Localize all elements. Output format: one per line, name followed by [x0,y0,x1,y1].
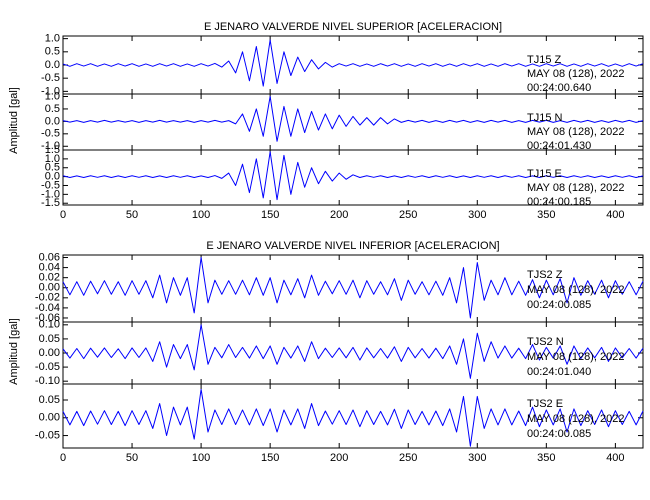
x-tick-label: 150 [261,452,279,464]
y-tick-label: 0.04 [39,262,60,274]
y-tick-label: 0.0 [45,115,60,127]
trace-annotation: MAY 08 (128), 2022 [527,126,624,138]
y-tick-label: 1.0 [45,153,60,165]
y-tick-label: -0.05 [35,429,60,441]
waveform [62,257,644,319]
x-tick-label: 400 [606,452,624,464]
x-tick-label: 50 [126,209,138,221]
y-tick-label: 1.0 [45,90,60,102]
y-tick-label: 1.0 [45,33,60,45]
waveform [62,388,644,447]
x-tick-label: 150 [261,209,279,221]
y-tick-label: -0.5 [41,128,60,140]
chart-title: E JENARO VALVERDE NIVEL INFERIOR [ACELER… [206,240,499,252]
x-tick-label: 200 [330,452,348,464]
y-tick-label: 0.05 [39,333,60,345]
trace-annotation: TJS2 E [527,398,563,410]
y-tick-label: 0.02 [39,272,60,284]
trace-annotation: 00:24:01.040 [527,366,591,378]
y-tick-label: 0.06 [39,251,60,263]
trace-annotation: 00:24:00.185 [527,196,591,208]
y-tick-label: 0.0 [45,59,60,71]
trace-annotation: 00:24:01.430 [527,140,591,152]
y-tick-label: -1.0 [41,188,60,200]
y-tick-label: -0.05 [35,361,60,373]
waveform [62,151,644,201]
trace-annotation: MAY 08 (128), 2022 [527,284,624,296]
x-tick-label: 350 [537,452,555,464]
y-tick-label: 0.5 [45,103,60,115]
y-tick-label: -0.10 [35,375,60,387]
trace-annotation: MAY 08 (128), 2022 [527,68,624,80]
x-tick-label: 250 [399,209,417,221]
panel-frame [62,383,644,449]
y-tick-label: 0.0 [45,171,60,183]
waveform [62,95,644,142]
y-tick-label: -0.5 [41,179,60,191]
x-tick-label: 300 [468,209,486,221]
x-tick-label: 100 [192,209,210,221]
y-tick-label: 0.5 [45,46,60,58]
trace-annotation: MAY 08 (128), 2022 [527,182,624,194]
waveform [62,324,644,379]
y-tick-label: -1.0 [41,85,60,97]
y-tick-label: 1.5 [45,144,60,156]
y-axis-label: Amplitud [gal] [8,318,20,385]
trace-annotation: TJ15 E [527,168,562,180]
waveform [62,39,644,87]
x-tick-label: 250 [399,452,417,464]
trace-annotation: 00:24:00.640 [527,82,591,94]
chart-title: E JENARO VALVERDE NIVEL SUPERIOR [ACELER… [204,21,502,33]
y-tick-label: -0.04 [35,302,60,314]
y-tick-label: 0.5 [45,162,60,174]
trace-annotation: TJ15 N [527,112,563,124]
y-tick-label: 0.10 [39,319,60,331]
trace-annotation: TJS2 N [527,336,564,348]
x-tick-label: 0 [60,452,66,464]
x-tick-label: 200 [330,209,348,221]
x-tick-label: 0 [60,209,66,221]
trace-annotation: MAY 08 (128), 2022 [527,413,624,425]
trace-annotation: MAY 08 (128), 2022 [527,351,624,363]
x-tick-label: 400 [606,209,624,221]
y-tick-label: 0.05 [39,394,60,406]
y-tick-label: -1.5 [41,197,60,209]
y-tick-label: 0.00 [39,282,60,294]
x-tick-label: 350 [537,209,555,221]
trace-annotation: 00:24:00.085 [527,428,591,440]
x-tick-label: 100 [192,452,210,464]
x-tick-label: 300 [468,452,486,464]
trace-annotation: TJS2 Z [527,269,563,281]
y-tick-label: -0.5 [41,72,60,84]
y-tick-label: -0.02 [35,292,60,304]
trace-annotation: TJ15 Z [527,54,562,66]
y-axis-label: Amplitud [gal] [8,87,20,154]
y-tick-label: -1.0 [41,140,60,152]
y-tick-label: 0.00 [39,412,60,424]
y-tick-label: -0.06 [35,312,60,324]
trace-annotation: 00:24:00.085 [527,299,591,311]
y-tick-label: 0.00 [39,347,60,359]
x-tick-label: 50 [126,452,138,464]
panel-frame [62,149,644,206]
